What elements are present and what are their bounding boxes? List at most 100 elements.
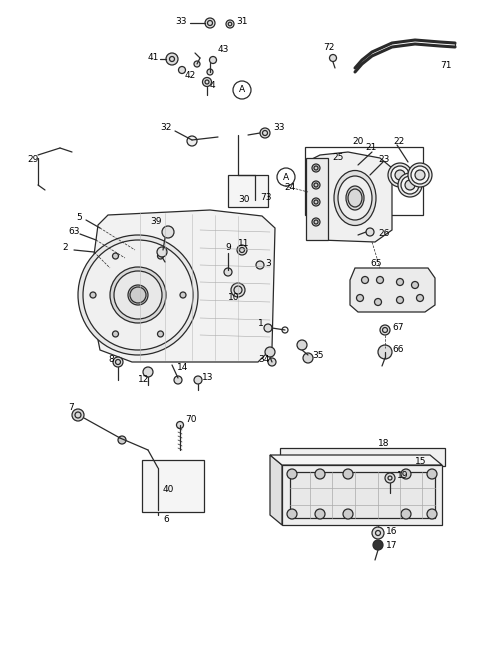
Circle shape bbox=[157, 253, 164, 259]
Text: 63: 63 bbox=[68, 227, 80, 236]
Circle shape bbox=[427, 469, 437, 479]
Circle shape bbox=[408, 163, 432, 187]
Circle shape bbox=[395, 170, 405, 180]
Bar bbox=[142, 460, 204, 512]
Circle shape bbox=[415, 170, 425, 180]
Text: 13: 13 bbox=[202, 373, 214, 383]
Text: 40: 40 bbox=[163, 485, 174, 495]
Text: 14: 14 bbox=[177, 364, 188, 373]
Text: 41: 41 bbox=[148, 52, 159, 62]
Text: 72: 72 bbox=[323, 43, 335, 52]
Polygon shape bbox=[94, 210, 275, 362]
Text: 21: 21 bbox=[365, 143, 376, 153]
Circle shape bbox=[128, 285, 148, 305]
Text: 26: 26 bbox=[378, 229, 389, 238]
Circle shape bbox=[203, 77, 212, 86]
Polygon shape bbox=[350, 268, 435, 312]
Circle shape bbox=[380, 325, 390, 335]
Text: 22: 22 bbox=[393, 138, 404, 147]
Circle shape bbox=[315, 469, 325, 479]
Text: 35: 35 bbox=[312, 350, 324, 360]
Circle shape bbox=[231, 283, 245, 297]
Polygon shape bbox=[306, 152, 392, 242]
Circle shape bbox=[361, 276, 369, 284]
Circle shape bbox=[224, 268, 232, 276]
Circle shape bbox=[376, 276, 384, 284]
Circle shape bbox=[401, 469, 411, 479]
Circle shape bbox=[315, 509, 325, 519]
Circle shape bbox=[194, 376, 202, 384]
Text: 5: 5 bbox=[76, 214, 82, 223]
Circle shape bbox=[237, 245, 247, 255]
Circle shape bbox=[357, 295, 363, 301]
Circle shape bbox=[83, 240, 193, 350]
Circle shape bbox=[343, 469, 353, 479]
Circle shape bbox=[112, 253, 119, 259]
Circle shape bbox=[78, 235, 198, 355]
Text: 16: 16 bbox=[386, 527, 397, 536]
Circle shape bbox=[205, 18, 215, 28]
Circle shape bbox=[260, 128, 270, 138]
Text: 9: 9 bbox=[225, 244, 231, 252]
Text: 30: 30 bbox=[238, 195, 250, 204]
Text: 3: 3 bbox=[265, 259, 271, 267]
Circle shape bbox=[177, 422, 183, 428]
Bar bbox=[306, 158, 328, 240]
Circle shape bbox=[180, 292, 186, 298]
Circle shape bbox=[264, 324, 272, 332]
Circle shape bbox=[287, 469, 297, 479]
Circle shape bbox=[226, 20, 234, 28]
Text: 43: 43 bbox=[218, 45, 229, 54]
Circle shape bbox=[401, 176, 419, 194]
Circle shape bbox=[312, 164, 320, 172]
Text: A: A bbox=[283, 172, 289, 181]
Circle shape bbox=[343, 509, 353, 519]
Text: 20: 20 bbox=[352, 138, 363, 147]
Text: 32: 32 bbox=[160, 122, 171, 132]
Text: 18: 18 bbox=[378, 440, 389, 449]
Circle shape bbox=[388, 163, 412, 187]
Text: 39: 39 bbox=[150, 217, 161, 227]
Circle shape bbox=[405, 180, 415, 190]
Circle shape bbox=[329, 54, 336, 62]
Circle shape bbox=[396, 278, 404, 286]
Text: 8: 8 bbox=[108, 356, 114, 364]
Circle shape bbox=[250, 195, 260, 205]
Circle shape bbox=[378, 345, 392, 359]
Text: 71: 71 bbox=[440, 60, 452, 69]
Bar bbox=[228, 175, 268, 207]
Circle shape bbox=[401, 509, 411, 519]
Text: 42: 42 bbox=[185, 71, 196, 81]
Text: 4: 4 bbox=[210, 81, 216, 90]
Circle shape bbox=[287, 509, 297, 519]
Circle shape bbox=[162, 226, 174, 238]
Text: 34: 34 bbox=[258, 356, 269, 364]
Circle shape bbox=[256, 261, 264, 269]
Circle shape bbox=[113, 357, 123, 367]
Circle shape bbox=[194, 61, 200, 67]
Ellipse shape bbox=[346, 186, 364, 210]
Circle shape bbox=[417, 295, 423, 301]
Circle shape bbox=[112, 331, 119, 337]
Circle shape bbox=[297, 340, 307, 350]
Polygon shape bbox=[282, 465, 442, 525]
Circle shape bbox=[90, 292, 96, 298]
Circle shape bbox=[174, 376, 182, 384]
Circle shape bbox=[110, 267, 166, 323]
Text: 29: 29 bbox=[27, 155, 38, 164]
Circle shape bbox=[312, 218, 320, 226]
Ellipse shape bbox=[334, 170, 376, 225]
Circle shape bbox=[312, 181, 320, 189]
Circle shape bbox=[209, 56, 216, 64]
Text: 24: 24 bbox=[284, 183, 295, 193]
Text: 23: 23 bbox=[378, 155, 389, 164]
Circle shape bbox=[303, 353, 313, 363]
Circle shape bbox=[118, 436, 126, 444]
Circle shape bbox=[391, 166, 409, 184]
Circle shape bbox=[166, 53, 178, 65]
Text: 65: 65 bbox=[370, 259, 382, 267]
Circle shape bbox=[187, 136, 197, 146]
Circle shape bbox=[373, 540, 383, 550]
Text: 33: 33 bbox=[273, 124, 285, 132]
Text: 70: 70 bbox=[185, 415, 196, 424]
